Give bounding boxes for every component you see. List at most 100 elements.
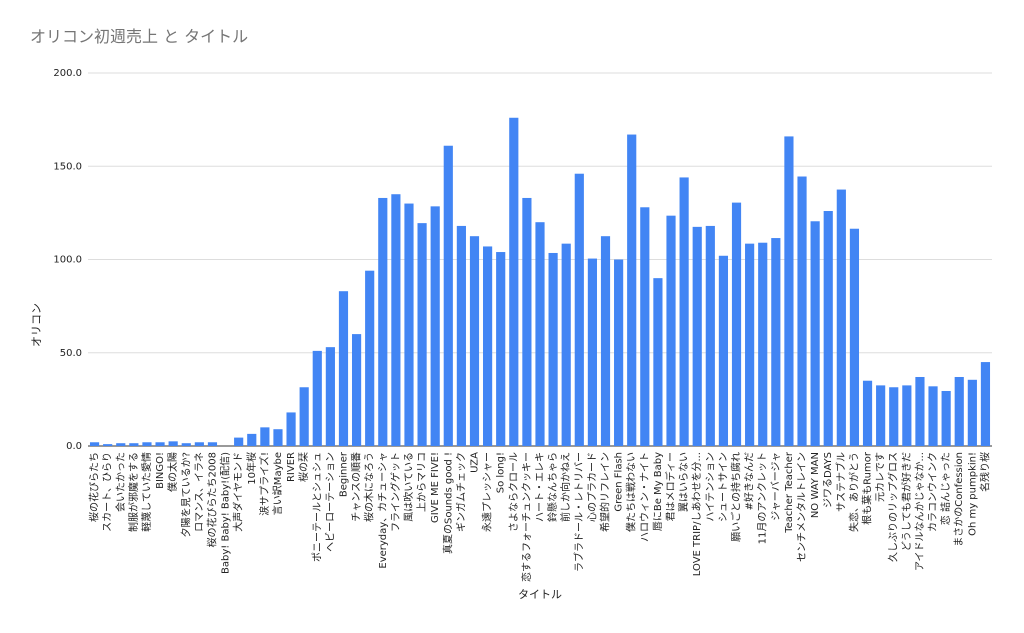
bar bbox=[155, 442, 165, 446]
bar bbox=[718, 255, 729, 446]
bar bbox=[876, 385, 886, 446]
x-tick-label: 翼はいらない bbox=[678, 452, 690, 512]
bar bbox=[181, 443, 191, 446]
x-tick-label: Green Flash bbox=[614, 452, 625, 512]
x-tick-label: 11月のアンクレット bbox=[757, 452, 769, 544]
y-tick-label: 0.0 bbox=[66, 441, 82, 452]
bar bbox=[509, 117, 519, 446]
bar bbox=[273, 429, 283, 446]
bar bbox=[980, 362, 991, 446]
x-tick-label: #好きなんだ bbox=[744, 452, 756, 510]
bar bbox=[430, 206, 440, 446]
x-tick-label: スカート、ひらり bbox=[102, 452, 114, 532]
x-tick-label: 僕たちは戦わない bbox=[625, 452, 638, 532]
bar bbox=[836, 189, 846, 446]
x-tick-label: Teacher Teacher bbox=[784, 451, 795, 534]
x-tick-label: Everyday、カチューシャ bbox=[377, 452, 389, 569]
bar bbox=[915, 376, 925, 446]
x-tick-label: 真夏のSounds good ! bbox=[441, 452, 454, 554]
x-tick-label: 制服が邪魔をする bbox=[127, 452, 140, 532]
bar bbox=[705, 225, 715, 446]
bar bbox=[810, 221, 820, 446]
bar bbox=[849, 228, 860, 446]
bar bbox=[640, 207, 650, 446]
bar bbox=[862, 380, 873, 446]
bar bbox=[391, 194, 401, 446]
bar bbox=[692, 226, 702, 446]
x-tick-label: 元カレです bbox=[875, 452, 887, 502]
bar bbox=[103, 444, 113, 446]
bar bbox=[312, 350, 322, 446]
bar bbox=[666, 215, 676, 446]
x-tick-label: さよならクロール bbox=[508, 452, 520, 532]
x-tick-label: 桜の花びらたち bbox=[88, 452, 101, 522]
bar bbox=[299, 387, 309, 446]
bar bbox=[456, 225, 466, 446]
bar bbox=[378, 197, 388, 446]
x-tick-label: 希望的リフレイン bbox=[599, 452, 612, 532]
bar bbox=[404, 203, 414, 446]
x-tick-label: 大声ダイヤモンド bbox=[232, 452, 245, 532]
x-tick-label: Baby! Baby! Baby!(配信) bbox=[220, 452, 232, 574]
x-tick-label: どうしても君が好きだ bbox=[900, 452, 913, 551]
bar bbox=[627, 134, 637, 447]
y-axis-title: オリコン bbox=[30, 303, 43, 347]
x-tick-label: 10年桜 bbox=[245, 452, 258, 485]
bar bbox=[745, 243, 755, 446]
x-tick-label: 夕陽を見ているか? bbox=[180, 452, 192, 537]
x-tick-label: 唇にBe My Baby bbox=[652, 452, 664, 531]
x-tick-label: ハイテンション bbox=[705, 452, 716, 522]
x-tick-label: 僕の太陽 bbox=[166, 452, 179, 492]
bar bbox=[234, 437, 244, 446]
bar bbox=[247, 433, 257, 446]
bar bbox=[587, 258, 597, 446]
x-tick-label: RIVER bbox=[286, 452, 297, 482]
x-tick-label: ロマンス、イラネ bbox=[193, 452, 205, 532]
bar bbox=[142, 442, 152, 446]
x-tick-label: 根も葉もRumor bbox=[861, 451, 874, 525]
x-tick-label: 桜の栞 bbox=[297, 452, 310, 482]
chart-title: オリコン初週売上 と タイトル bbox=[30, 27, 248, 46]
bar bbox=[600, 236, 611, 446]
bar bbox=[823, 211, 833, 446]
x-tick-label: 桜の花びらたち2008 bbox=[205, 452, 218, 547]
x-tick-label: So long! bbox=[496, 452, 507, 493]
x-tick-label: 君はメロディー bbox=[664, 452, 677, 521]
bar bbox=[496, 252, 506, 446]
x-tick-label: 桜の木になろう bbox=[363, 452, 376, 522]
x-tick-label: 恋するフォーチュンクッキー bbox=[520, 452, 533, 582]
x-tick-label: 久しぶりのリップグロス bbox=[887, 452, 900, 562]
x-tick-label: 名残り桜 bbox=[978, 452, 991, 492]
bar bbox=[325, 347, 335, 446]
bar bbox=[207, 442, 218, 446]
x-tick-label: サステナブル bbox=[834, 452, 847, 512]
bar bbox=[338, 291, 349, 446]
x-tick-label: 恋 詰んじゃった bbox=[939, 452, 952, 525]
x-tick-label: 上からマリコ bbox=[416, 452, 428, 512]
bar bbox=[574, 173, 584, 446]
bar bbox=[483, 246, 493, 446]
bar bbox=[286, 412, 296, 446]
bar bbox=[351, 334, 362, 446]
x-tick-label: 言い訳Maybe bbox=[271, 452, 284, 515]
x-tick-label: NO WAY MAN bbox=[810, 452, 821, 518]
bar bbox=[129, 443, 139, 446]
y-tick-label: 100.0 bbox=[53, 255, 82, 266]
bar bbox=[679, 177, 689, 446]
bar bbox=[89, 442, 100, 446]
bar bbox=[194, 442, 204, 446]
x-tick-label: ラブラドール・レトリバー bbox=[572, 452, 585, 572]
x-tick-label: 涙サプライズ! bbox=[258, 452, 271, 516]
x-tick-label: 願いごとの持ち腐れ bbox=[730, 452, 743, 542]
x-tick-label: ギンガムチェック bbox=[455, 452, 467, 532]
bar bbox=[758, 242, 768, 446]
x-tick-label: センチメンタルトレイン bbox=[796, 452, 808, 562]
x-tick-label: ハロウィン・ナイト bbox=[639, 452, 651, 542]
bar bbox=[365, 270, 375, 446]
x-tick-label: 風は吹いている bbox=[402, 452, 415, 522]
x-tick-label: GIVE ME FIVE! bbox=[430, 452, 441, 523]
bar bbox=[535, 222, 545, 446]
bar bbox=[443, 145, 453, 447]
